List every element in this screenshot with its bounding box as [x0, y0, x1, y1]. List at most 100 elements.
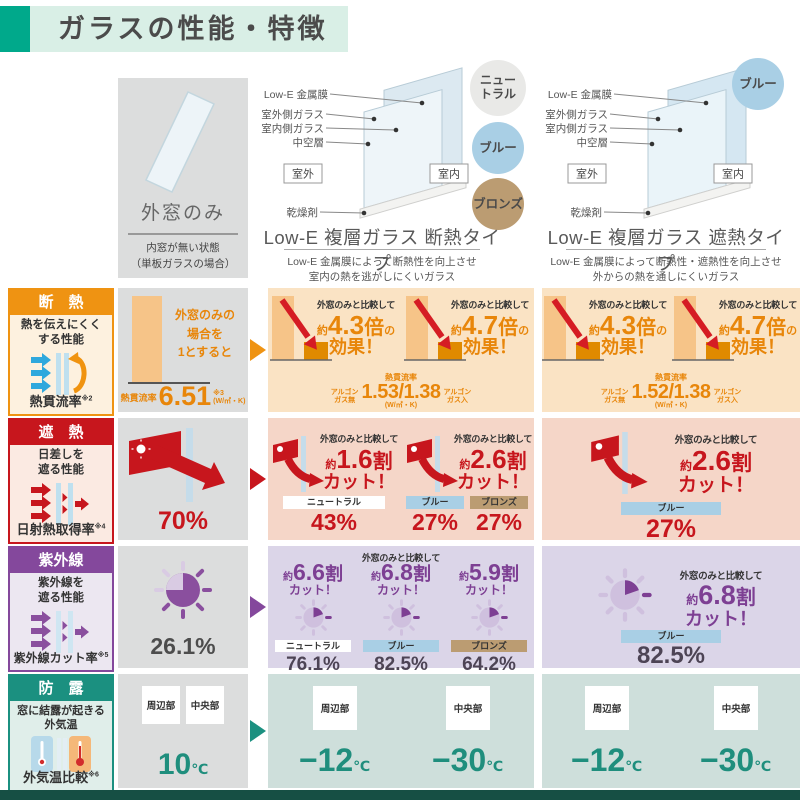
- row-desc: 紫外線を: [38, 577, 84, 589]
- panel-uv-mid: 外窓のみと比較して 約6.6割 カット！ ニュートラル 76.1% 約6.8割 …: [268, 546, 534, 675]
- compare-note: 外窓のみと比較して: [718, 300, 798, 310]
- row-head-dew: 防 露: [10, 676, 112, 701]
- dew-group-center: 中央部 −30℃: [671, 674, 800, 788]
- cut-value: 約2.6割: [459, 444, 527, 474]
- dew-group-perimeter: 周辺部 −12℃: [542, 674, 671, 788]
- panel-uv-right: 外窓のみと比較して 約6.8割 カット！ ブルー 82.5%: [542, 546, 800, 668]
- glass-color-chip-neutral: ニュートラル: [283, 496, 385, 509]
- panel-dew-right: 周辺部 −12℃ 中央部 −30℃: [542, 674, 800, 788]
- uv-cut-percent: 82.5%: [374, 653, 428, 675]
- bar-comparison-icon: [542, 296, 604, 361]
- dew-temperature: 10℃: [157, 748, 209, 781]
- insulation-effect-group: 外窓のみと比較して 約4.7倍の 効果！: [404, 292, 532, 370]
- compare-note: 外窓のみと比較して: [679, 571, 763, 582]
- metric-text: 紫外線カット率: [13, 651, 98, 665]
- base-shading-cell: 70%: [118, 418, 248, 540]
- uv-cut-percent: 64.2%: [462, 653, 516, 675]
- arrow-right-icon: [250, 339, 266, 361]
- base-note-line: 1とすると: [177, 345, 233, 360]
- label-desiccant: 乾燥剤: [287, 206, 319, 219]
- cut-value: 約2.6割: [680, 445, 752, 476]
- label-inside: 室内: [722, 167, 744, 181]
- dew-temperature: −12℃: [570, 742, 643, 778]
- chip-blue-label: ブルー: [479, 140, 517, 155]
- chip-blue-shading: ブルー: [732, 58, 784, 110]
- position-chip-perimeter: 周辺部: [585, 686, 629, 730]
- base-uv-cell: 26.1%: [118, 546, 248, 668]
- label-inside: 室内: [438, 167, 460, 181]
- shgc-percent: 27%: [645, 515, 697, 543]
- sun-cut-icon: [407, 436, 458, 492]
- outer-only-note2: （単板ガラスの場合）: [130, 257, 236, 270]
- cut-value: 約5.9割: [459, 559, 519, 585]
- compare-note: 外窓のみと比較して: [588, 300, 668, 310]
- metric-text: 日射熱取得率: [16, 522, 95, 537]
- double-glazing-diagram-insulation: Low-E 金属膜 室外側ガラス 室内側ガラス 中空層 乾燥剤 室外 室内: [261, 67, 469, 219]
- glass-color-chip-blue: ブルー: [363, 639, 439, 652]
- base-shgc-value: 70%: [157, 507, 209, 535]
- divider: [566, 249, 766, 250]
- outer-window-only-card: 外窓のみ 内窓が無い状態 （単板ガラスの場合）: [118, 78, 248, 278]
- base-uvalue-bar: [132, 296, 162, 382]
- title-banner: [30, 6, 348, 52]
- label-lowe-film: Low-E 金属膜: [264, 88, 329, 101]
- insulation-type-title: Low-E 複層ガラス 断熱タイプ: [263, 227, 501, 274]
- shading-arrows-icon: [31, 482, 89, 525]
- sun-cut-icon: [273, 436, 324, 492]
- uv-cut-group: 約6.6割 カット！ ニュートラル 76.1%: [270, 559, 356, 675]
- shgc-percent: 27%: [411, 509, 459, 535]
- shading-cut-group: 外窓のみと比較して 約1.6割 カット！ ニュートラル 43%: [270, 424, 398, 536]
- glass-color-chip-neutral: ニュートラル: [275, 639, 351, 652]
- row-metric-shading: 日射熱取得率※4: [10, 519, 112, 538]
- effect-value: 約4.3倍の: [588, 310, 668, 340]
- uv-sun-pie-icon: [154, 561, 212, 619]
- baseline: [128, 382, 210, 384]
- effect-word: 効果！: [601, 337, 655, 357]
- glass-color-chip-blue: ブルー: [406, 496, 464, 509]
- sun-cut-icon: [591, 432, 648, 494]
- metric-note: ※5: [97, 652, 109, 659]
- metric-text: 熱貫流率: [29, 394, 82, 409]
- compare-note: 外窓のみと比較して: [361, 553, 441, 563]
- effect-word: 効果！: [329, 337, 383, 357]
- divider: [128, 233, 238, 235]
- divider: [284, 249, 480, 250]
- label-lowe-film: Low-E 金属膜: [548, 88, 613, 101]
- double-glazing-diagram-shading: Low-E 金属膜 室外側ガラス 室内側ガラス 中空層 乾燥剤 室外 室内: [545, 67, 753, 219]
- position-chip-center: 中央部: [714, 686, 758, 730]
- panel-dew-mid: 周辺部 −12℃ 中央部 −30℃: [268, 674, 534, 788]
- thermometers-icon: [31, 735, 91, 772]
- row-metric-insulation: 熱貫流率※2: [10, 391, 112, 410]
- row-label-uv: 紫外線 紫外線を 遮る性能 紫外線カット率※5: [8, 546, 114, 672]
- uv-sun-pie-icon: [598, 568, 652, 622]
- position-chip-center: 中央部: [186, 686, 224, 724]
- uv-cut-group: 約6.8割 カット！ ブルー 82.5%: [358, 561, 444, 675]
- dew-group-perimeter: 周辺部 −12℃: [268, 674, 401, 788]
- label-spacer: 中空層: [293, 136, 325, 149]
- cut-word: カット！: [288, 583, 337, 597]
- compare-note: 外窓のみと比較して: [320, 434, 399, 444]
- chip-bronze-label: ブロンズ: [473, 196, 523, 211]
- row-metric-dew: 外気温比較※6: [10, 767, 112, 786]
- row-metric-uv: 紫外線カット率※5: [10, 649, 112, 666]
- glass-color-chip-bronze: ブロンズ: [451, 639, 527, 652]
- row-desc: 外気温: [44, 719, 78, 732]
- cut-value: 約6.6割: [283, 559, 343, 585]
- panel-insulation-right: 外窓のみと比較して 約4.3倍の 効果！ 外窓のみと比較して 約4.7倍の 効果…: [542, 288, 800, 412]
- cut-value: 約6.8割: [686, 580, 756, 610]
- outer-only-label: 外窓のみ: [140, 203, 225, 224]
- uvalue-note: ※3: [213, 389, 224, 397]
- base-insulation-cell: 外窓のみの 場合を 1とすると 熱貫流率 6.51 ※3 (W/㎡・K): [118, 288, 248, 412]
- row-desc: 窓に結露が起きる: [17, 705, 105, 717]
- cut-word: カット！: [677, 475, 754, 496]
- footer-bar: [0, 790, 800, 800]
- label-outside: 室外: [292, 167, 314, 181]
- label-outer-glass: 室外側ガラス: [261, 108, 324, 121]
- arrow-right-icon: [250, 720, 266, 742]
- uvalue-unit: (W/㎡・K): [213, 398, 246, 406]
- effect-value: 約4.3倍の: [316, 310, 396, 340]
- uvalue-pair: 1.53/1.38: [361, 381, 441, 403]
- metric-text: 外気温比較: [23, 770, 89, 785]
- uv-cut-percent: 82.5%: [636, 642, 706, 669]
- panel-insulation-mid: 外窓のみと比較して 約4.3倍の 効果！ 外窓のみと比較して 約4.7倍の 効果…: [268, 288, 534, 412]
